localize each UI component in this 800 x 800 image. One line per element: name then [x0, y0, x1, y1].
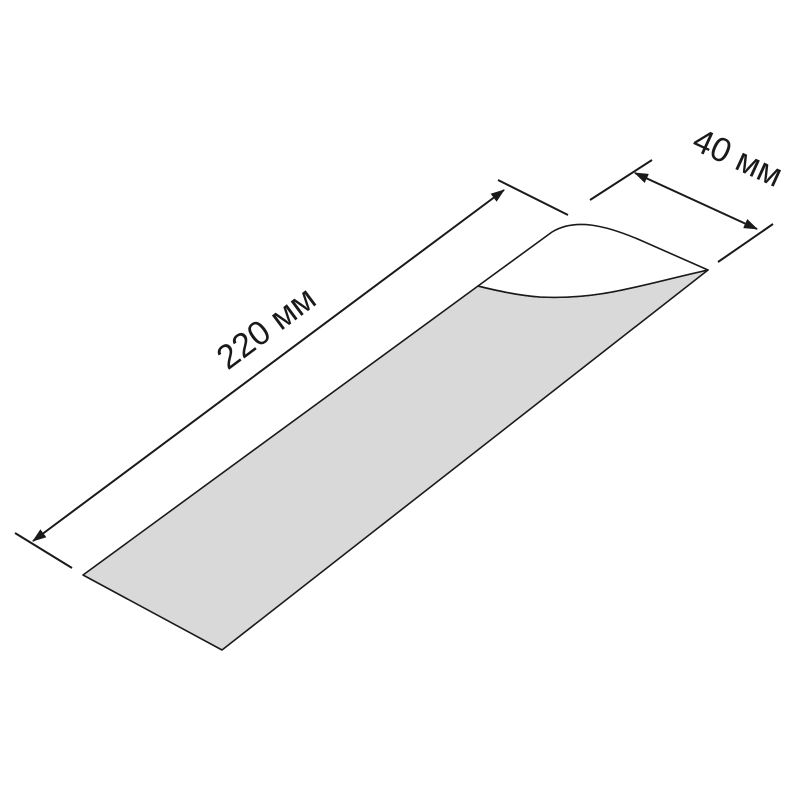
width-dimension-arrow	[634, 172, 758, 230]
width-extension-line-right	[717, 223, 774, 263]
width-label: 40 мм	[687, 121, 788, 195]
length-label: 220 мм	[210, 279, 323, 377]
peeled-corner	[477, 223, 709, 299]
strip-body	[82, 269, 709, 651]
length-dimension-arrow	[32, 189, 505, 542]
width-extension-line-left	[589, 159, 653, 201]
length-extension-line-top	[497, 179, 569, 216]
length-extension-line-bottom	[14, 532, 73, 569]
